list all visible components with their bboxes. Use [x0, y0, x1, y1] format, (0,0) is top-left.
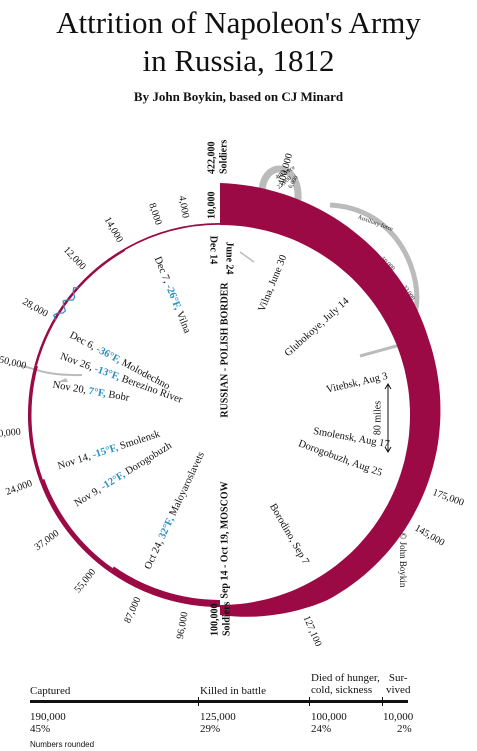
retreat-place-label-6: Dec 7, -26°F, Vilna: [151, 255, 192, 335]
retreat-date-1: Nov 9,: [73, 484, 105, 510]
retreat-date-3: Nov 20,: [52, 380, 90, 397]
retreat-place-6: Vilna: [173, 310, 192, 335]
retreat-temp-2: -15°F,: [91, 442, 122, 461]
advance-strength-label-2: 145,000: [413, 523, 447, 549]
retreat-strength-label-7: 28,000: [20, 296, 49, 319]
title-line-2: in Russia, 1812: [142, 43, 335, 78]
side-force-rejoin-arrowhead: [58, 378, 68, 382]
advance-strength-label-1: 175,000: [431, 487, 465, 508]
chart-title: Attrition of Napoleon's Army in Russia, …: [0, 4, 477, 80]
retreat-place-label-0: Oct 24, 32°F, Maloyaroslavets: [143, 450, 207, 571]
retreat-strength-label-8: 12,000: [61, 245, 88, 273]
side-force-4th-arc: [258, 165, 302, 201]
retreat-segment: [109, 566, 221, 607]
end-strength-value: 10,000: [206, 192, 217, 220]
advance-place-label-1: Glubokoye, July 14: [283, 295, 352, 359]
retreat-segment: [27, 365, 43, 481]
retreat-strength-label-9: 14,000: [102, 215, 125, 244]
distance-scale-label: 80 miles: [372, 401, 383, 435]
moscow-strength-value: 100,000: [209, 604, 220, 637]
retreat-strength-label-10: 8,000: [146, 202, 163, 227]
retreat-strength-label-0: 96,000: [175, 611, 191, 640]
retreat-date-6: Dec 7,: [151, 255, 172, 287]
retreat-strength-label-6: 50,000: [0, 354, 27, 371]
side-force-start-arrow: [239, 251, 255, 263]
advance-band: [220, 183, 441, 617]
retreat-strength-label-11: 4,000: [176, 195, 191, 219]
berezina-river-line: [53, 287, 79, 321]
retreat-date-4: Nov 26,: [58, 352, 96, 375]
retreat-line-group: [27, 223, 221, 607]
distance-scale-arrow-bottom: [384, 446, 392, 453]
advance-place-label-2: Vitebsk, Aug 3: [325, 371, 389, 396]
start-strength-unit: Soldiers: [218, 139, 229, 174]
chart-subtitle: By John Boykin, based on CJ Minard: [133, 89, 344, 104]
moscow-dates-label: Sep 14 - Oct 19, MOSCOW: [219, 481, 230, 598]
distance-scale-arrow-top: [384, 383, 392, 390]
side-force-4th-value-2: 6,000: [288, 175, 300, 190]
retreat-temp-6: -26°F,: [163, 283, 184, 314]
retreat-date-2: Nov 14,: [57, 451, 95, 473]
side-force-rejoin-line: [19, 365, 83, 377]
army-band-group: [220, 183, 441, 617]
retreat-strength-label-3: 37,000: [33, 528, 62, 553]
border-date-end: Dec 14: [208, 236, 219, 265]
retreat-segment: [39, 478, 113, 573]
retreat-strength-label-5: 20,000: [0, 427, 21, 440]
start-strength-value: 422,000: [206, 142, 217, 175]
advance-strength-label-3: 127,100: [301, 614, 324, 648]
retreat-place-0: Maloyaroslavets: [168, 450, 207, 518]
retreat-segment: [123, 223, 221, 251]
retreat-date-5: Dec 6,: [67, 330, 99, 354]
retreat-place-3: Bobr: [107, 390, 130, 405]
moscow-strength-unit: Soldiers: [221, 601, 232, 636]
advance-place-label-0: Vilna, June 30: [257, 253, 290, 313]
side-force-merge-arrow: [359, 343, 401, 358]
advance-place-label-5: Borodino, Sep 7: [267, 502, 311, 567]
credit-label: © John Boykin: [398, 533, 408, 588]
retreat-date-0: Oct 24,: [143, 536, 167, 571]
retreat-segment: [34, 248, 126, 366]
retreat-strength-label-4: 24,000: [4, 478, 34, 498]
retreat-strength-label-2: 55,000: [72, 567, 98, 595]
retreat-strength-label-1: 87,000: [122, 595, 143, 625]
border-date-start: June 24: [224, 241, 235, 274]
retreat-temp-3: 7°F,: [88, 386, 110, 400]
border-axis-label: RUSSIAN - POLISH BORDER: [219, 282, 230, 418]
title-line-1: Attrition of Napoleon's Army: [56, 5, 421, 40]
